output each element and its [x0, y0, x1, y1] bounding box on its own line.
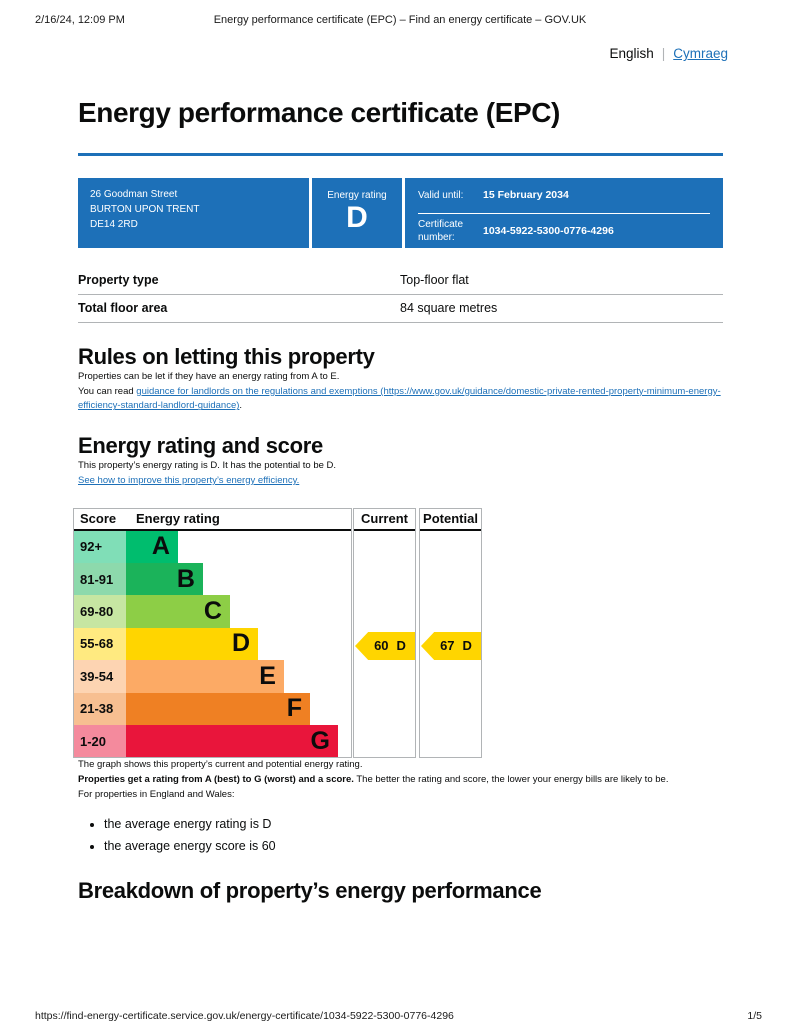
print-footer: https://find-energy-certificate.service.…	[35, 1010, 762, 1022]
language-separator: |	[661, 46, 666, 61]
property-type-label: Property type	[78, 272, 159, 287]
guidance-suffix: .	[239, 400, 243, 412]
potential-letter: D	[462, 638, 472, 654]
address-line-1: 26 Goodman Street	[90, 189, 178, 200]
score-column-header: Score	[80, 511, 117, 527]
epc-score-label: 55-68	[74, 627, 126, 661]
epc-bar-area: A	[126, 530, 351, 563]
language-switch: English | Cymraeg	[609, 46, 728, 61]
epc-table-header: Score Energy rating	[74, 509, 351, 531]
current-rating-arrow: 60 D	[355, 631, 415, 660]
epc-bar-area: C	[126, 595, 351, 628]
epc-bands-table: Score Energy rating 92+ A 81-91 B 69-80 C 55-6…	[73, 507, 352, 759]
certificate-summary-banner: 26 Goodman Street BURTON UPON TRENT DE14…	[78, 178, 723, 248]
table-row: Property type Top-floor flat	[78, 266, 723, 295]
epc-band-bar-e: E	[126, 660, 284, 693]
epc-band-bar-c: C	[126, 595, 230, 628]
epc-band-bar-d: D	[126, 627, 259, 661]
potential-score: 67	[440, 638, 455, 654]
epc-bar-area: B	[126, 562, 351, 596]
epc-band-bar-a: A	[126, 530, 178, 563]
epc-score-label: 39-54	[74, 660, 126, 693]
epc-bar-area: G	[126, 724, 351, 758]
valid-until-row: Valid until: 15 February 2034	[418, 178, 710, 214]
list-item: the average energy rating is D	[104, 815, 723, 833]
potential-column-header: Potential	[420, 509, 481, 531]
epc-band-bar-f: F	[126, 692, 311, 725]
epc-score-label: 1-20	[74, 724, 126, 758]
epc-band-row: 21-38 F	[74, 692, 351, 725]
print-page-title: Energy performance certificate (EPC) – F…	[213, 14, 587, 26]
rules-heading: Rules on letting this property	[78, 344, 375, 369]
rating-summary-paragraph: This property’s energy rating is D. It h…	[78, 460, 337, 472]
epc-score-label: 69-80	[74, 595, 126, 628]
page-title: Energy performance certificate (EPC)	[78, 97, 560, 128]
print-datetime: 2/16/24, 12:09 PM	[35, 14, 125, 26]
averages-list: the average energy rating is D the avera…	[78, 815, 723, 854]
epc-band-row: 1-20 G	[74, 724, 351, 758]
guidance-paragraph: You can read guidance for landlords on t…	[78, 385, 723, 414]
breakdown-heading: Breakdown of property’s energy performan…	[78, 877, 542, 903]
address-line-3: DE14 2RD	[90, 219, 138, 230]
property-facts-table: Property type Top-floor flat Total floor…	[78, 266, 723, 323]
improve-efficiency-link[interactable]: See how to improve this property’s energ…	[78, 474, 300, 486]
current-letter: D	[396, 638, 406, 654]
guidance-prefix: You can read	[78, 385, 137, 397]
print-header: 2/16/24, 12:09 PM Energy performance cer…	[0, 14, 800, 26]
epc-band-row: 55-68 D	[74, 627, 351, 661]
language-link-cymraeg[interactable]: Cymraeg	[673, 46, 728, 61]
certificate-number-value: 1034-5922-5300-0776-4296	[483, 224, 614, 237]
epc-band-bar-b: B	[126, 562, 203, 596]
property-address: 26 Goodman Street BURTON UPON TRENT DE14…	[78, 178, 309, 248]
footer-url: https://find-energy-certificate.service.…	[35, 1010, 454, 1022]
energy-rating-value: D	[346, 201, 368, 235]
certificate-number-row: Certificate number: 1034-5922-5300-0776-…	[418, 214, 710, 249]
rating-explainer-bold: Properties get a rating from A (best) to…	[78, 774, 354, 786]
epc-score-label: 21-38	[74, 692, 126, 725]
property-type-value: Top-floor flat	[400, 272, 469, 287]
averages-intro: For properties in England and Wales:	[78, 788, 235, 800]
page-indicator: 1/5	[747, 1010, 762, 1022]
landlord-guidance-link[interactable]: guidance for landlords on the regulation…	[78, 385, 721, 412]
list-item: the average energy score is 60	[104, 837, 723, 855]
address-line-2: BURTON UPON TRENT	[90, 204, 200, 215]
energy-rating-cell: Energy rating D	[312, 178, 402, 248]
epc-band-rows: 92+ A 81-91 B 69-80 C 55-68 D 39-54 E 21-38 F 1-20 G	[74, 530, 351, 758]
potential-rating-column: Potential 67 D	[419, 507, 482, 759]
epc-band-row: 81-91 B	[74, 562, 351, 596]
epc-band-row: 39-54 E	[74, 660, 351, 693]
floor-area-value: 84 square metres	[400, 301, 498, 316]
epc-bar-area: D	[126, 627, 351, 661]
potential-rating-arrow: 67 D	[421, 631, 481, 660]
certificate-details-cell: Valid until: 15 February 2034 Certificat…	[405, 178, 723, 248]
current-column-header: Current	[354, 509, 415, 531]
title-divider	[78, 153, 723, 156]
epc-score-label: 81-91	[74, 562, 126, 596]
epc-band-row: 92+ A	[74, 530, 351, 563]
language-current: English	[609, 46, 654, 61]
valid-until-label: Valid until:	[418, 189, 464, 201]
rating-explainer-rest: The better the rating and score, the low…	[353, 774, 669, 786]
epc-score-label: 92+	[74, 530, 126, 563]
rules-paragraph: Properties can be let if they have an en…	[78, 371, 340, 382]
energy-rating-label: Energy rating	[327, 190, 387, 202]
rating-explainer: Properties get a rating from A (best) to…	[78, 773, 723, 788]
epc-rating-chart: Score Energy rating 92+ A 81-91 B 69-80 C 55-6…	[73, 507, 723, 759]
current-rating-column: Current 60 D	[353, 507, 416, 759]
rating-score-heading: Energy rating and score	[78, 433, 323, 459]
current-score: 60	[374, 638, 389, 654]
epc-band-bar-g: G	[126, 724, 338, 758]
epc-bar-area: E	[126, 660, 351, 693]
graph-note: The graph shows this property’s current …	[78, 759, 363, 771]
rating-column-header: Energy rating	[136, 511, 220, 527]
table-row: Total floor area 84 square metres	[78, 295, 723, 323]
main-content: Energy performance certificate (EPC) 26 …	[73, 0, 723, 904]
epc-bar-area: F	[126, 692, 351, 725]
certificate-number-label: Certificate number:	[418, 218, 464, 243]
epc-band-row: 69-80 C	[74, 595, 351, 628]
floor-area-label: Total floor area	[78, 301, 168, 316]
valid-until-value: 15 February 2034	[483, 189, 569, 202]
